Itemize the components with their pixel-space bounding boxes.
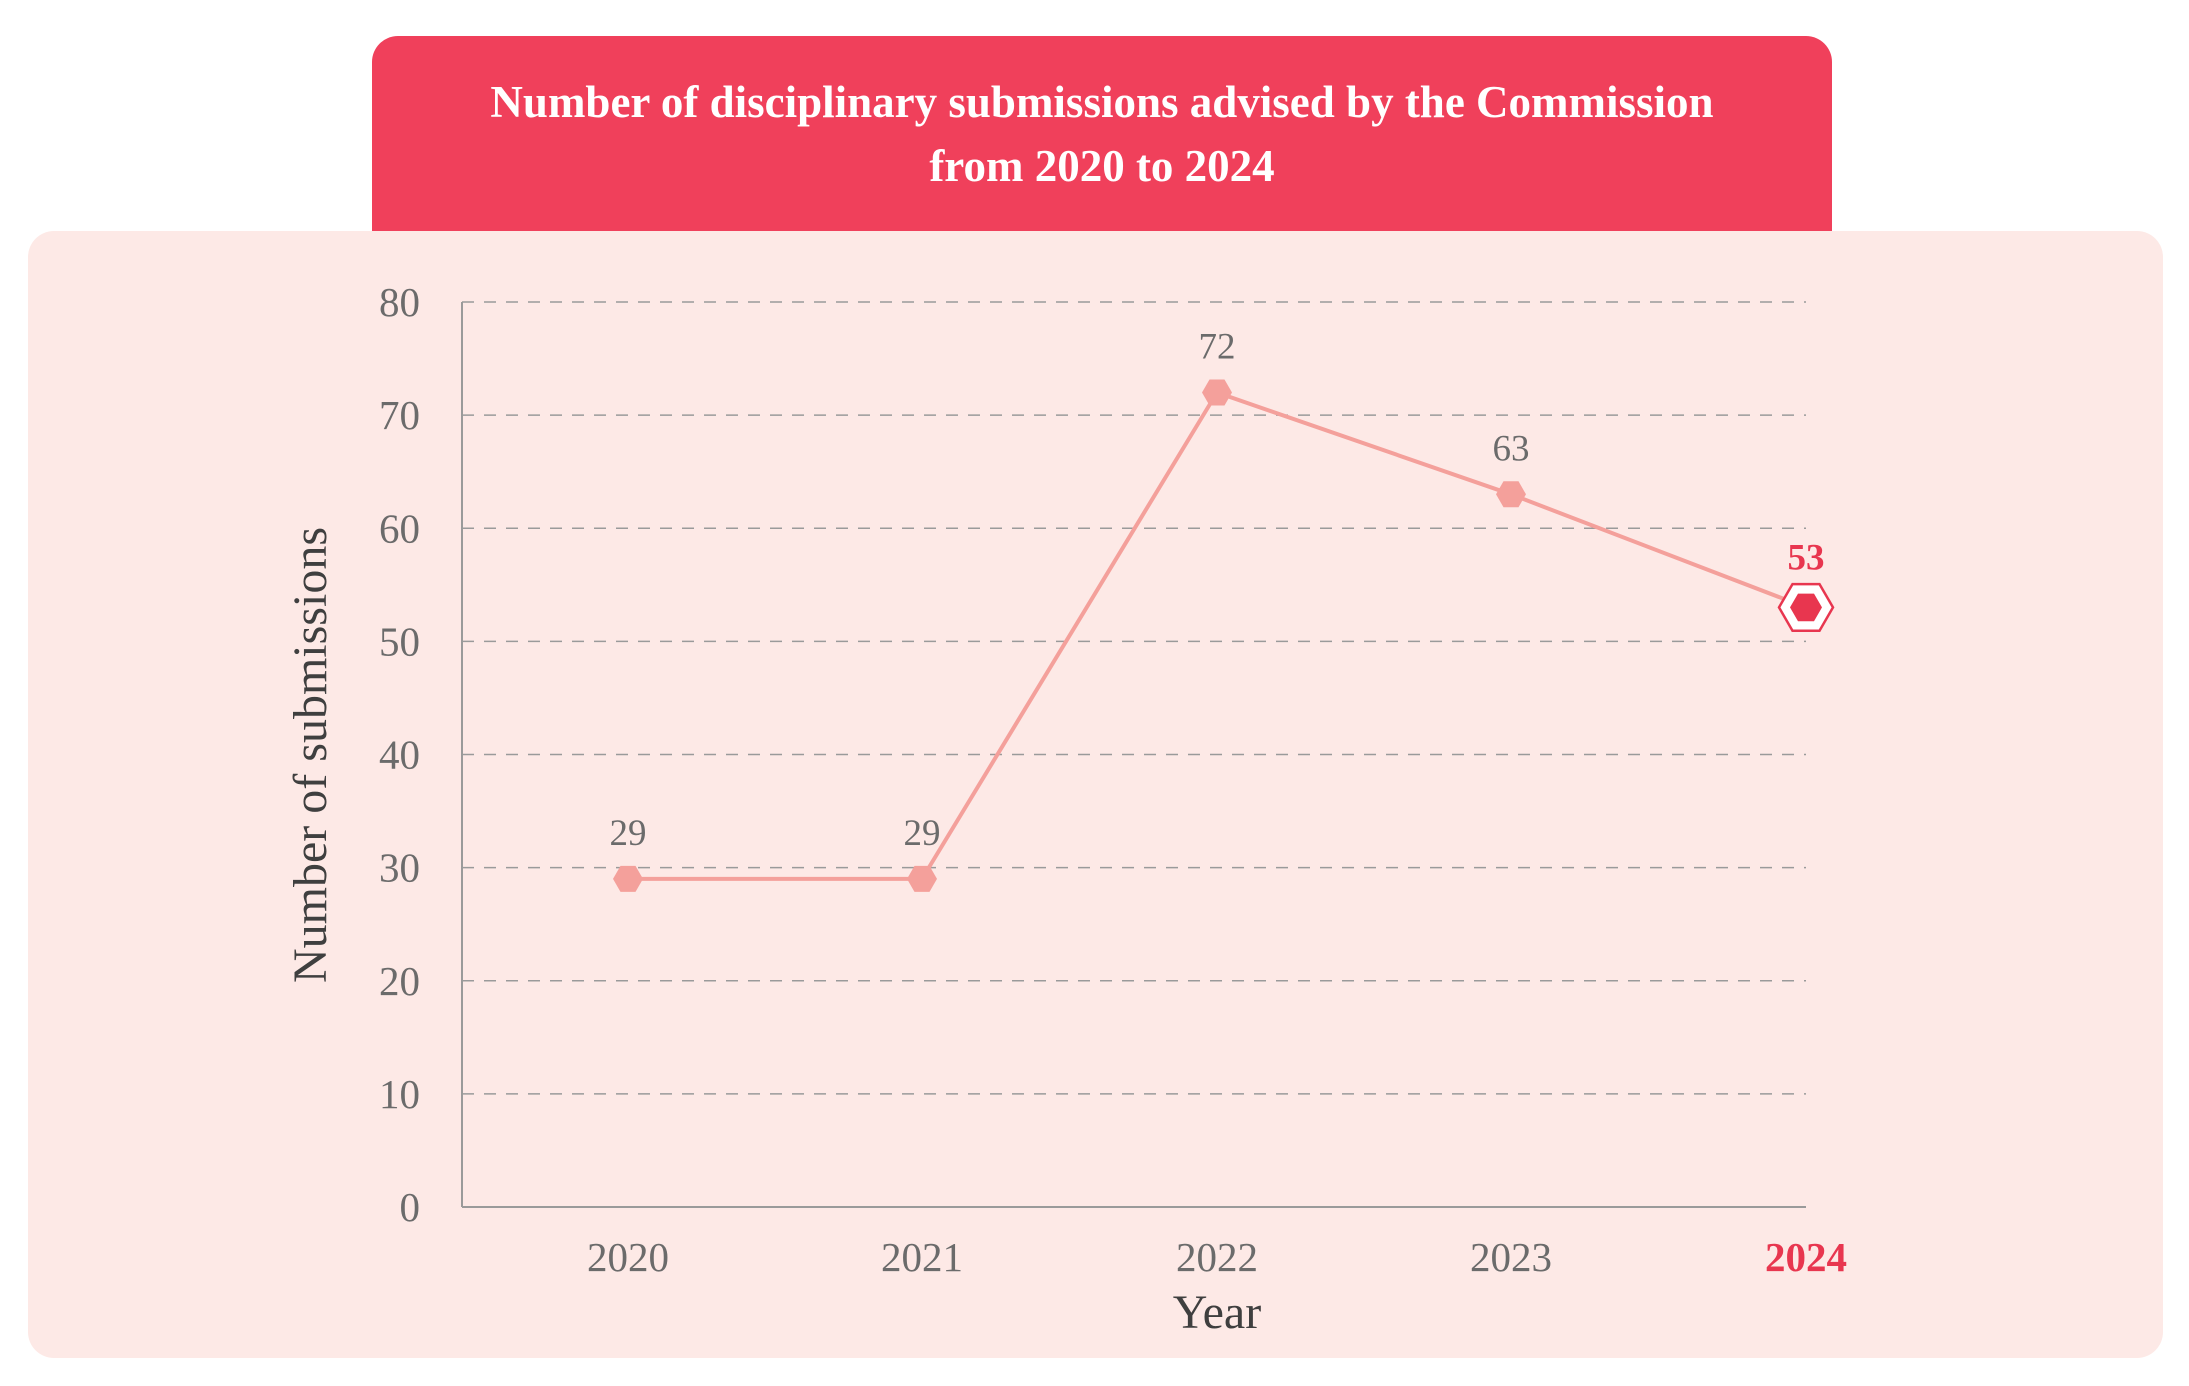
data-label-2023: 63 bbox=[1493, 428, 1530, 469]
x-tick-label-2022: 2022 bbox=[1176, 1234, 1258, 1280]
y-tick-label-10: 10 bbox=[379, 1071, 420, 1117]
y-tick-label-30: 30 bbox=[379, 845, 420, 891]
x-tick-label-2024: 2024 bbox=[1765, 1234, 1847, 1280]
grid-lines bbox=[462, 301, 1806, 1095]
series-line-submissions bbox=[628, 390, 1807, 881]
data-point-2024 bbox=[1790, 593, 1822, 622]
data-point-2023 bbox=[1496, 481, 1526, 508]
axes bbox=[461, 302, 1806, 1208]
x-axis-title: Year bbox=[1173, 1286, 1261, 1339]
data-point-2021 bbox=[907, 865, 937, 892]
y-tick-label-20: 20 bbox=[379, 958, 420, 1004]
y-tick-label-0: 0 bbox=[400, 1184, 421, 1230]
x-tick-label-2020: 2020 bbox=[587, 1234, 669, 1280]
chart-title-banner: Number of disciplinary submissions advis… bbox=[372, 36, 1832, 242]
chart-title-line-2: from 2020 to 2024 bbox=[929, 141, 1275, 191]
data-point-2020 bbox=[613, 865, 643, 892]
data-labels: 29 29 72 63 53 bbox=[610, 327, 1825, 854]
data-point-2022 bbox=[1202, 379, 1232, 406]
x-tick-label-2021: 2021 bbox=[881, 1234, 963, 1280]
chart-title-line-1: Number of disciplinary submissions advis… bbox=[490, 77, 1714, 127]
chart-panel bbox=[28, 231, 2163, 1358]
data-markers bbox=[613, 379, 1835, 892]
y-tick-label-40: 40 bbox=[379, 732, 420, 778]
y-tick-label-70: 70 bbox=[379, 392, 420, 438]
y-tick-label-50: 50 bbox=[379, 618, 420, 664]
x-tick-label-2023: 2023 bbox=[1470, 1234, 1552, 1280]
data-label-2021: 29 bbox=[904, 813, 941, 854]
x-tick-labels: 2020 2021 2022 2023 2024 bbox=[587, 1234, 1847, 1280]
y-tick-label-80: 80 bbox=[379, 279, 420, 325]
y-axis-title: Number of submissions bbox=[284, 527, 337, 983]
y-tick-label-60: 60 bbox=[379, 505, 420, 551]
data-label-2020: 29 bbox=[610, 813, 647, 854]
data-label-2024: 53 bbox=[1788, 537, 1825, 578]
data-label-2022: 72 bbox=[1199, 327, 1236, 368]
y-tick-labels: 0 10 20 30 40 50 60 70 80 bbox=[379, 279, 420, 1230]
series-line bbox=[628, 390, 1807, 881]
